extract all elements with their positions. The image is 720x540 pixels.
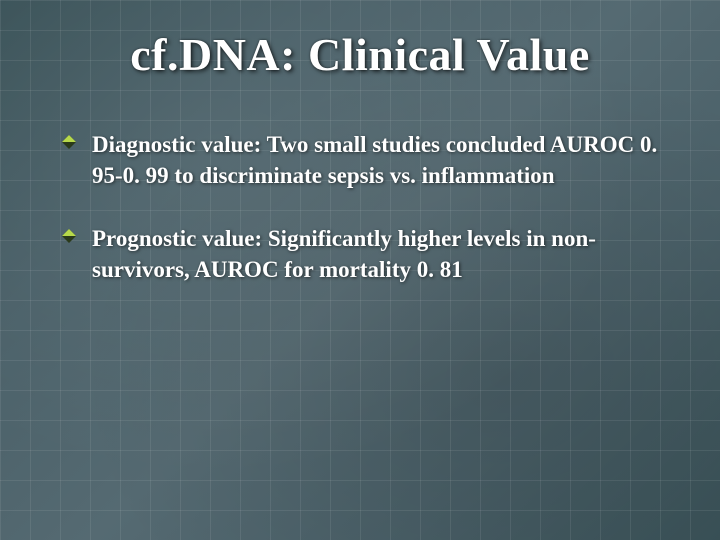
slide-content: cf.DNA: Clinical Value Diagnostic value:… <box>0 0 720 357</box>
bullet-text: Prognostic value: Significantly higher l… <box>92 226 596 282</box>
diamond-bullet-icon <box>62 229 76 243</box>
slide-title: cf.DNA: Clinical Value <box>60 28 660 81</box>
slide: cf.DNA: Clinical Value Diagnostic value:… <box>0 0 720 540</box>
list-item: Diagnostic value: Two small studies conc… <box>88 129 660 191</box>
list-item: Prognostic value: Significantly higher l… <box>88 223 660 285</box>
diamond-bullet-icon <box>62 135 76 149</box>
bullet-text: Diagnostic value: Two small studies conc… <box>92 132 657 188</box>
bullet-list: Diagnostic value: Two small studies conc… <box>60 129 660 285</box>
